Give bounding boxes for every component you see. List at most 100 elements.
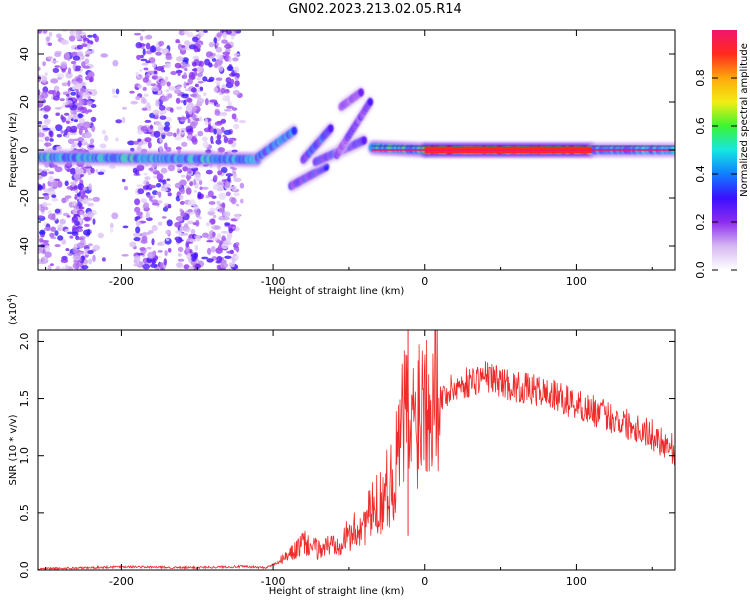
noise-blob	[182, 57, 189, 63]
noise-blob	[66, 186, 72, 190]
noise-blob	[82, 92, 91, 98]
noise-blob	[149, 45, 157, 53]
noise-blob	[56, 33, 62, 39]
noise-blob	[61, 39, 69, 45]
noise-blob	[234, 255, 239, 261]
noise-blob	[208, 62, 213, 68]
noise-blob	[205, 98, 209, 106]
noise-blob	[145, 42, 151, 50]
noise-blob	[142, 86, 147, 91]
noise-blob	[228, 56, 232, 63]
snr-series-line	[38, 330, 675, 570]
noise-blob	[183, 81, 187, 89]
noise-blob	[227, 175, 231, 182]
noise-blob	[39, 185, 43, 189]
noise-blob	[189, 238, 196, 243]
noise-blob	[195, 211, 201, 218]
colorbar-gradient	[712, 30, 737, 270]
noise-blob	[44, 245, 51, 252]
noise-blob	[213, 37, 217, 44]
noise-blob	[133, 140, 139, 145]
noise-blob	[231, 197, 237, 205]
noise-blob	[77, 91, 84, 96]
noise-blob	[214, 121, 223, 126]
noise-blob	[216, 264, 222, 270]
noise-blob	[73, 138, 79, 141]
noise-blob	[64, 51, 70, 59]
ridge-core	[291, 126, 298, 135]
noise-blob	[217, 233, 222, 240]
colorbar: 0.0 0.2 0.4 0.6 0.8 Normalized spectral ampli…	[694, 30, 750, 279]
noise-blob	[134, 206, 141, 213]
noise-blob	[104, 135, 109, 142]
noise-blob	[233, 85, 238, 89]
noise-blob	[87, 202, 94, 207]
noise-blob	[187, 118, 191, 124]
noise-blob	[214, 110, 221, 116]
noise-blob	[186, 31, 194, 38]
noise-blob	[208, 201, 216, 205]
noise-blob	[70, 91, 77, 96]
noise-blob	[47, 264, 52, 270]
noise-blob	[223, 240, 231, 243]
noise-blob	[209, 99, 218, 103]
colorbar-tick-label: 0.6	[694, 117, 707, 135]
noise-blob	[47, 42, 53, 46]
noise-blob	[90, 116, 97, 122]
noise-blob	[75, 226, 83, 229]
noise-blob	[82, 139, 88, 143]
noise-blob	[83, 142, 89, 146]
noise-blob	[193, 189, 197, 193]
noise-blob	[136, 164, 145, 172]
snr-area	[38, 330, 675, 570]
noise-blob	[207, 247, 212, 255]
noise-blob	[61, 239, 67, 245]
noise-blob	[71, 231, 79, 237]
noise-blob	[145, 211, 150, 219]
colorbar-tick-label: 0.8	[694, 69, 707, 87]
noise-blob	[202, 76, 208, 82]
noise-blob	[86, 100, 94, 106]
noise-blob	[54, 230, 59, 236]
noise-blob	[228, 228, 233, 234]
y-axis-label: Frequency (Hz)	[8, 112, 19, 188]
noise-blob	[174, 89, 182, 95]
noise-blob	[43, 188, 51, 193]
noise-blob	[44, 136, 50, 142]
noise-blob	[233, 123, 240, 130]
noise-blob	[195, 263, 201, 270]
noise-blob	[75, 30, 83, 35]
noise-blob	[216, 240, 224, 244]
noise-blob	[216, 187, 225, 192]
colorbar-tick-label: 0.0	[694, 261, 707, 279]
noise-blob	[194, 244, 199, 251]
noise-blob	[183, 72, 187, 79]
noise-blob	[140, 96, 146, 104]
noise-blob	[179, 188, 185, 195]
noise-blob	[85, 50, 92, 54]
noise-blob	[230, 262, 235, 268]
noise-blob	[177, 132, 186, 135]
noise-blob	[134, 198, 141, 206]
noise-blob	[82, 43, 88, 47]
noise-blob	[160, 79, 166, 87]
noise-blob	[71, 81, 79, 84]
noise-blob	[86, 228, 91, 236]
noise-blob	[197, 191, 202, 199]
noise-blob	[74, 68, 81, 72]
noise-blob	[187, 78, 193, 85]
noise-blob	[73, 185, 78, 190]
noise-blob	[91, 48, 95, 55]
noise-blob	[233, 53, 240, 56]
colorbar-tick-label: 0.2	[694, 213, 707, 231]
noise-blob	[228, 139, 234, 144]
noise-blob	[85, 111, 89, 115]
x-tick-label: -200	[109, 275, 134, 288]
noise-blob	[233, 246, 237, 251]
noise-blob	[39, 229, 46, 235]
noise-blob	[163, 258, 167, 266]
noise-blob	[139, 54, 144, 59]
noise-blob	[160, 167, 168, 174]
noise-blob	[92, 218, 96, 225]
noise-blob	[63, 112, 70, 116]
